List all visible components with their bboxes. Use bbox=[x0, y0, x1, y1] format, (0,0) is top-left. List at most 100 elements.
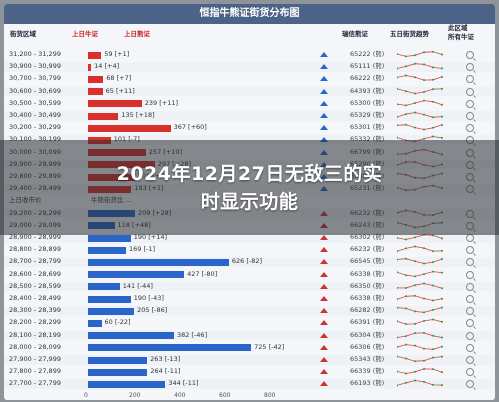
table-row[interactable]: 30,600 - 30,699 65 [+11] 64393 (熊) bbox=[4, 86, 495, 97]
range-label: 28,200 - 28,299 bbox=[9, 318, 61, 327]
table-row[interactable]: 30,500 - 30,599 239 [+11] 65300 (熊) bbox=[4, 99, 495, 109]
warrant-code[interactable]: 66350 (熊) bbox=[350, 281, 385, 290]
street-volume-bar bbox=[88, 88, 103, 96]
search-icon[interactable] bbox=[466, 368, 474, 377]
volume-value: 59 [+1] bbox=[104, 50, 130, 58]
table-row[interactable]: 31,200 - 31,299 59 [+1] 65222 (熊) bbox=[4, 50, 495, 60]
five-day-trend-sparkline bbox=[396, 62, 447, 72]
search-icon[interactable] bbox=[466, 282, 474, 291]
street-volume-bar bbox=[88, 332, 174, 340]
warrant-code[interactable]: 66545 (熊) bbox=[350, 257, 385, 266]
five-day-trend-sparkline bbox=[396, 50, 447, 60]
warrant-code[interactable]: 66193 (熊) bbox=[350, 379, 385, 388]
volume-value: 60 [-22] bbox=[104, 318, 131, 327]
table-row[interactable]: 30,400 - 30,499 135 [+18] 65329 (熊) bbox=[4, 111, 495, 121]
search-icon[interactable] bbox=[466, 331, 474, 340]
street-volume-bar bbox=[88, 380, 166, 388]
header-bull-prev: 上日牛证 bbox=[72, 30, 98, 38]
trend-arrow-icon bbox=[320, 100, 328, 107]
trend-arrow-icon bbox=[320, 258, 328, 265]
warrant-code[interactable]: 66391 (熊) bbox=[350, 318, 385, 327]
street-volume-bar bbox=[88, 344, 252, 352]
range-label: 28,000 - 28,099 bbox=[9, 342, 61, 351]
trend-arrow-icon bbox=[320, 368, 328, 375]
table-row[interactable]: 27,700 - 27,799 344 [-11] 66193 (熊) bbox=[4, 379, 495, 389]
street-volume-bar bbox=[88, 258, 229, 266]
warrant-code[interactable]: 65332 (熊) bbox=[350, 135, 384, 145]
table-row[interactable]: 27,800 - 27,899 264 [-11] 66339 (熊) bbox=[4, 367, 495, 377]
trend-arrow-icon bbox=[320, 332, 328, 339]
warrant-code[interactable]: 66232 (熊) bbox=[350, 245, 385, 254]
five-day-trend-sparkline bbox=[396, 367, 447, 377]
search-icon[interactable] bbox=[466, 112, 474, 120]
range-label: 28,100 - 28,199 bbox=[9, 330, 61, 339]
street-volume-bar bbox=[88, 271, 185, 279]
warrant-code[interactable]: 65222 (熊) bbox=[350, 50, 385, 58]
range-label: 30,600 - 30,699 bbox=[9, 86, 61, 95]
table-row[interactable]: 28,500 - 28,599 141 [-44] 66350 (熊) bbox=[4, 281, 495, 292]
search-icon[interactable] bbox=[466, 234, 474, 242]
warrant-code[interactable]: 65329 (熊) bbox=[350, 111, 385, 119]
search-icon[interactable] bbox=[466, 307, 474, 316]
table-row[interactable]: 28,700 - 28,799 626 [-82] 66545 (熊) bbox=[4, 257, 495, 267]
search-icon[interactable] bbox=[466, 270, 474, 279]
table-row[interactable]: 30,200 - 30,299 367 [+60] 65301 (熊) bbox=[4, 123, 495, 133]
search-icon[interactable] bbox=[466, 356, 474, 364]
five-day-trend-sparkline bbox=[396, 379, 447, 389]
table-row[interactable]: 28,000 - 28,099 725 [-42] 66306 (熊) bbox=[4, 343, 495, 353]
headline-line-1: 2024年12月27日无敌三的实 bbox=[116, 162, 383, 185]
five-day-trend-sparkline bbox=[396, 270, 447, 280]
search-icon[interactable] bbox=[466, 63, 474, 72]
warrant-code[interactable]: 64393 (熊) bbox=[350, 86, 385, 95]
search-icon[interactable] bbox=[466, 380, 474, 389]
search-icon[interactable] bbox=[466, 246, 474, 255]
table-row[interactable]: 28,800 - 28,899 169 [-1] 66232 (熊) bbox=[4, 245, 495, 255]
warrant-code[interactable]: 66339 (熊) bbox=[350, 367, 385, 376]
search-icon[interactable] bbox=[466, 124, 474, 133]
search-icon[interactable] bbox=[466, 75, 474, 84]
range-label: 27,900 - 27,999 bbox=[9, 355, 61, 363]
table-row[interactable]: 28,300 - 28,399 205 [-86] 66282 (熊) bbox=[4, 306, 495, 316]
volume-value: 169 [-1] bbox=[129, 245, 156, 254]
street-volume-bar bbox=[88, 356, 148, 364]
warrant-code[interactable]: 66304 (熊) bbox=[350, 330, 385, 339]
table-row[interactable]: 30,700 - 30,799 68 [+7] 66222 (熊) bbox=[4, 74, 495, 84]
warrant-code[interactable]: 65300 (熊) bbox=[350, 98, 385, 107]
table-row[interactable]: 28,600 - 28,699 427 [-80] 66338 (熊) bbox=[4, 270, 495, 280]
trend-arrow-icon bbox=[320, 63, 328, 70]
search-icon[interactable] bbox=[466, 295, 474, 303]
volume-value: 68 [+7] bbox=[106, 74, 132, 83]
volume-value: 205 [-86] bbox=[137, 306, 168, 315]
volume-value: 14 [+4] bbox=[94, 62, 120, 71]
table-row[interactable]: 28,400 - 28,499 190 [-43] 66338 (熊) bbox=[4, 294, 495, 304]
warrant-code[interactable]: 65343 (熊) bbox=[350, 355, 385, 363]
range-label: 30,500 - 30,599 bbox=[9, 98, 61, 107]
table-row[interactable]: 27,900 - 27,999 263 [-13] 65343 (熊) bbox=[4, 355, 495, 365]
range-label: 27,700 - 27,799 bbox=[9, 379, 61, 388]
warrant-code[interactable]: 65111 (熊) bbox=[350, 62, 385, 71]
table-row[interactable]: 30,900 - 30,999 14 [+4] 65111 (熊) bbox=[4, 62, 495, 72]
warrant-code[interactable]: 66338 (熊) bbox=[350, 294, 385, 302]
search-icon[interactable] bbox=[466, 258, 474, 267]
volume-value: 190 [-43] bbox=[133, 294, 164, 302]
table-row[interactable]: 28,100 - 28,199 382 [-46] 66304 (熊) bbox=[4, 330, 495, 341]
warrant-code[interactable]: 66282 (熊) bbox=[350, 306, 385, 315]
search-icon[interactable] bbox=[466, 51, 474, 59]
five-day-trend-sparkline bbox=[396, 331, 447, 341]
warrant-code[interactable]: 66222 (熊) bbox=[350, 74, 385, 83]
search-icon[interactable] bbox=[466, 319, 474, 328]
five-day-trend-sparkline bbox=[396, 111, 447, 121]
range-label: 28,500 - 28,599 bbox=[9, 281, 61, 290]
range-label: 28,800 - 28,899 bbox=[9, 245, 61, 254]
warrant-code[interactable]: 66338 (熊) bbox=[350, 269, 385, 278]
warrant-code[interactable]: 66306 (熊) bbox=[350, 342, 385, 351]
search-icon[interactable] bbox=[466, 87, 474, 96]
warrant-code[interactable]: 66302 (熊) bbox=[350, 233, 385, 241]
street-volume-bar bbox=[88, 307, 135, 315]
table-row[interactable]: 28,200 - 28,299 60 [-22] 66391 (熊) bbox=[4, 318, 495, 328]
warrant-code[interactable]: 65301 (熊) bbox=[350, 123, 385, 132]
search-icon[interactable] bbox=[466, 99, 474, 108]
range-label: 28,300 - 28,399 bbox=[9, 306, 61, 315]
trend-arrow-icon bbox=[320, 88, 328, 95]
search-icon[interactable] bbox=[466, 343, 474, 352]
